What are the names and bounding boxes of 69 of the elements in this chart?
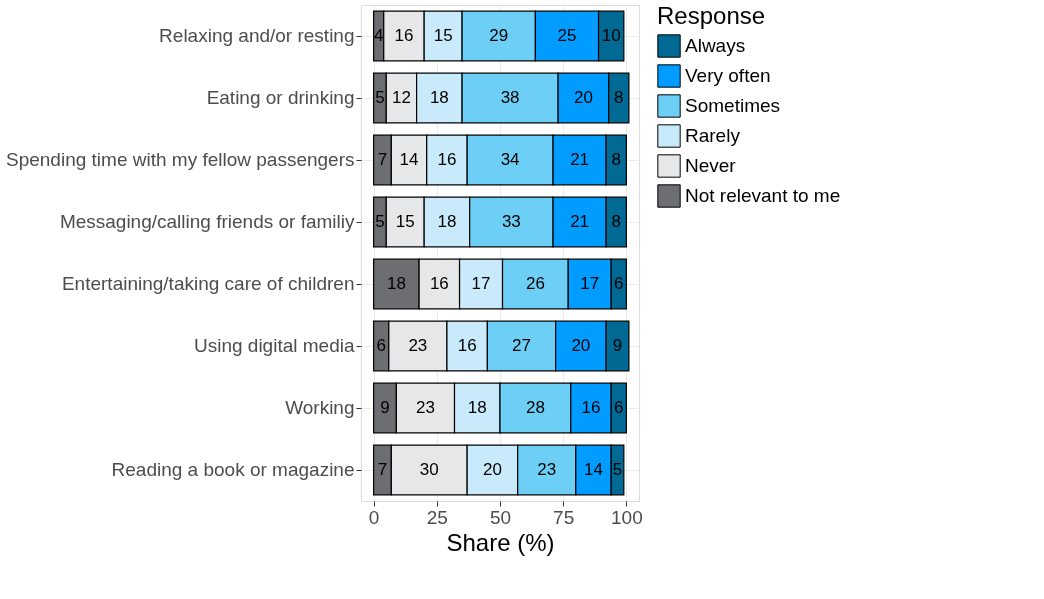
data-label: 9: [612, 336, 623, 355]
data-label: 14: [584, 460, 603, 479]
data-label: 16: [437, 150, 457, 169]
data-label: 4: [373, 26, 384, 45]
data-label: 23: [415, 398, 435, 417]
data-label: 12: [391, 88, 411, 107]
legend-title: Response: [657, 2, 766, 29]
legend-label: Sometimes: [685, 95, 781, 116]
legend-label: Not relevant to me: [685, 185, 841, 206]
data-label: 34: [500, 150, 520, 169]
data-label: 5: [612, 460, 623, 479]
x-axis-title: Share (%): [446, 528, 555, 556]
data-label: 6: [376, 336, 386, 355]
data-label: 38: [500, 88, 520, 107]
data-label: 20: [482, 460, 502, 479]
data-label: 18: [429, 88, 449, 107]
data-label: 14: [399, 150, 419, 169]
legend-label: Never: [685, 155, 737, 176]
data-label: 6: [614, 274, 624, 293]
x-tick-label: 25: [426, 506, 448, 528]
y-tick-label: Eating or drinking: [206, 87, 355, 108]
data-label: 23: [537, 460, 557, 479]
data-label: 16: [429, 274, 449, 293]
data-label: 15: [433, 26, 453, 45]
data-label: 21: [570, 150, 590, 169]
data-label: 9: [380, 398, 390, 417]
data-label: 18: [467, 398, 487, 417]
data-label: 8: [614, 88, 624, 107]
data-label: 8: [611, 150, 621, 169]
data-label: 23: [408, 336, 428, 355]
x-tick-label: 75: [553, 506, 575, 528]
data-label: 10: [601, 26, 621, 45]
x-tick-label: 50: [489, 506, 512, 528]
x-tick-label: 100: [611, 506, 643, 528]
data-label: 29: [489, 26, 509, 45]
data-label: 30: [419, 460, 439, 479]
data-label: 28: [525, 398, 545, 417]
legend-label: Always: [685, 35, 746, 56]
y-tick-label: Reading a book or magazine: [111, 459, 355, 480]
data-label: 18: [386, 274, 406, 293]
data-label: 5: [375, 88, 385, 107]
data-label: 15: [395, 212, 415, 231]
data-label: 20: [573, 88, 593, 107]
data-label: 5: [375, 212, 385, 231]
data-label: 17: [471, 274, 491, 293]
legend-label: Rarely: [685, 125, 741, 146]
y-tick-label: Relaxing and/or resting: [159, 25, 355, 46]
x-tick-label: 0: [368, 506, 380, 528]
y-tick-label: Entertaining/taking care of children: [61, 273, 355, 294]
data-label: 7: [377, 150, 388, 169]
data-label: 8: [611, 212, 621, 231]
data-label: 7: [377, 460, 388, 479]
data-label: 16: [457, 336, 477, 355]
data-label: 26: [525, 274, 545, 293]
data-label: 16: [581, 398, 601, 417]
data-label: 20: [571, 336, 591, 355]
y-tick-label: Messaging/calling friends or familiy: [59, 211, 355, 232]
data-label: 21: [570, 212, 590, 231]
legend-label: Very often: [685, 65, 771, 86]
data-label: 6: [614, 398, 624, 417]
y-tick-label: Spending time with my fellow passengers: [5, 149, 355, 170]
data-label: 17: [580, 274, 600, 293]
data-label: 33: [501, 212, 521, 231]
data-label: 25: [557, 26, 577, 45]
data-label: 18: [437, 212, 457, 231]
y-tick-label: Using digital media: [193, 335, 355, 356]
data-label: 16: [394, 26, 414, 45]
data-label: 27: [512, 336, 531, 355]
y-tick-label: Working: [285, 397, 355, 418]
